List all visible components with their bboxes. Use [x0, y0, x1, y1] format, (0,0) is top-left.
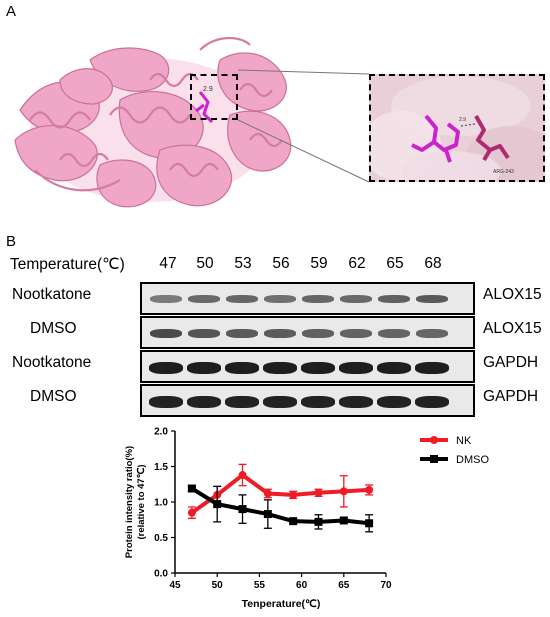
- y-axis-label-secondary: (relative to 47℃): [136, 464, 147, 539]
- legend-marker: [430, 455, 438, 463]
- blot-band-row: [140, 282, 475, 315]
- data-point: [339, 487, 348, 496]
- y-tick-label: 1.0: [154, 498, 168, 509]
- inset-distance-label: 2.9: [459, 117, 466, 123]
- legend-marker: [430, 436, 438, 444]
- data-point: [213, 500, 222, 509]
- y-tick-label: 0.0: [154, 569, 168, 580]
- chart-axes: 0.0 0.5 1.0 1.5 2.0 45 50 55 60 65 70: [154, 427, 392, 592]
- chart-legend: NK DMSO: [420, 435, 489, 466]
- blot-band-row: [140, 350, 475, 383]
- data-point: [289, 490, 298, 499]
- row-protein-alox15: ALOX15: [483, 286, 542, 303]
- binding-pocket-image: 2.9 ARG-243: [371, 76, 543, 180]
- y-tick-label: 2.0: [154, 427, 168, 438]
- data-point: [187, 508, 196, 517]
- panel-b-label: B: [6, 233, 17, 250]
- data-point: [339, 516, 348, 525]
- blot-band-row: [140, 384, 475, 417]
- chart-series: [187, 463, 374, 533]
- row-protein-gapdh: GAPDH: [483, 388, 539, 405]
- temperature-tick: 62: [348, 255, 366, 272]
- temperature-tick: 56: [272, 255, 290, 272]
- legend-label: DMSO: [456, 454, 489, 466]
- data-point: [365, 519, 374, 528]
- x-tick-label: 50: [212, 580, 224, 591]
- x-tick-label: 55: [254, 580, 266, 591]
- y-tick-label: 0.5: [154, 533, 168, 544]
- data-point: [314, 488, 323, 497]
- line-chart: 0.0 0.5 1.0 1.5 2.0 45 50 55 60 65 70 NK DMSO Prote…: [124, 427, 489, 611]
- row-protein-gapdh: GAPDH: [483, 354, 539, 371]
- temperature-tick: 47: [159, 255, 177, 272]
- legend-label: NK: [456, 435, 472, 447]
- data-point: [263, 510, 272, 519]
- series-nk: [187, 463, 374, 519]
- temperature-tick: 68: [424, 255, 442, 272]
- data-point: [238, 471, 247, 480]
- panel-a-label: A: [6, 3, 17, 20]
- row-label-dmso-alox15: DMSO: [30, 320, 77, 337]
- temperature-tick: 50: [196, 255, 214, 272]
- residue-label: ARG-243: [493, 169, 514, 175]
- x-axis-label: Tenperature(℃): [242, 598, 321, 610]
- series-line: [190, 472, 370, 515]
- distance-label: 2.9: [203, 86, 213, 93]
- protein-structure-image: 2.9: [14, 37, 370, 208]
- row-label-nootkatone-gapdh: Nootkatone: [12, 354, 92, 371]
- data-point: [187, 484, 196, 493]
- data-point: [314, 517, 323, 526]
- blot-band-row: [140, 316, 475, 349]
- series-dmso: [187, 484, 374, 533]
- row-protein-alox15: ALOX15: [483, 320, 542, 337]
- binding-site-inset: 2.9 ARG-243: [369, 74, 545, 182]
- data-point: [365, 485, 374, 494]
- x-tick-label: 65: [338, 580, 350, 591]
- binding-site-highlight-box: [190, 74, 238, 120]
- data-point: [263, 489, 272, 498]
- y-tick-label: 1.5: [154, 462, 168, 473]
- series-line: [190, 486, 370, 526]
- row-label-dmso-gapdh: DMSO: [30, 388, 77, 405]
- y-axis-label: Protein intensity ratio(%): [124, 446, 135, 558]
- row-label-nootkatone-alox15: Nootkatone: [12, 286, 92, 303]
- x-tick-label: 70: [380, 580, 392, 591]
- data-point: [289, 517, 298, 526]
- temperature-header: Temperature(℃): [10, 256, 125, 273]
- x-tick-label: 45: [169, 580, 181, 591]
- temperature-tick: 59: [310, 255, 328, 272]
- x-tick-label: 60: [296, 580, 308, 591]
- temperature-tick: 65: [386, 255, 404, 272]
- data-point: [238, 505, 247, 514]
- temperature-tick: 53: [234, 255, 252, 272]
